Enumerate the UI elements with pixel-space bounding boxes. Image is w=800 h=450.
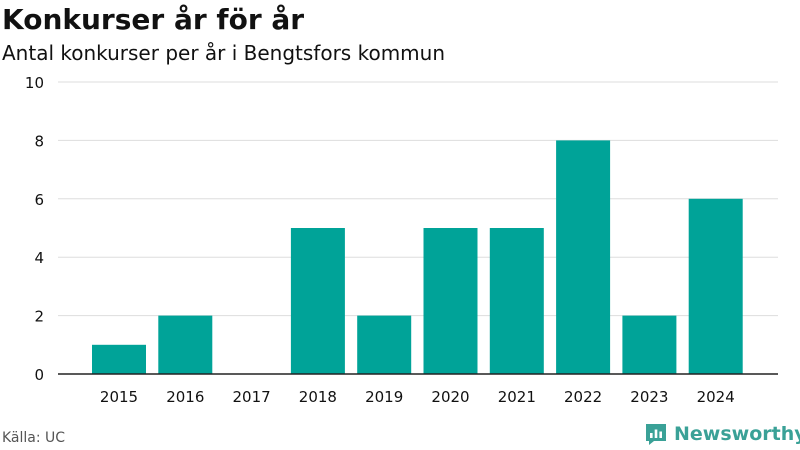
- x-tick-label: 2015: [100, 388, 138, 406]
- x-tick-label: 2020: [431, 388, 469, 406]
- x-tick-label: 2022: [564, 388, 602, 406]
- y-tick-label: 2: [34, 308, 44, 326]
- x-axis-tick-labels: 2015 2016 2017 2018 2019 2020 2021 2022 2023 2024: [100, 388, 735, 406]
- x-tick-label: 2019: [365, 388, 403, 406]
- x-tick-label: 2018: [299, 388, 337, 406]
- x-tick-label: 2023: [630, 388, 668, 406]
- x-tick-label: 2021: [498, 388, 536, 406]
- chart-title: Konkurser år för år: [2, 3, 305, 36]
- x-tick-label: 2024: [697, 388, 735, 406]
- bar: [290, 228, 345, 374]
- bars: [92, 140, 743, 374]
- bar: [357, 315, 412, 374]
- bar: [556, 140, 611, 374]
- source-note: Källa: UC: [2, 430, 66, 446]
- y-tick-label: 10: [25, 74, 44, 92]
- y-tick-label: 6: [34, 191, 44, 209]
- bar: [622, 315, 677, 374]
- brand-logo: Newsworthy: [644, 420, 800, 448]
- bar: [92, 344, 146, 374]
- bar: [423, 228, 478, 374]
- y-tick-label: 8: [34, 132, 44, 150]
- bar: [158, 315, 213, 374]
- brand-name: Newsworthy: [674, 423, 800, 445]
- y-axis-tick-labels: 0 2 4 6 8 10: [25, 74, 44, 384]
- bar: [489, 228, 544, 374]
- bar: [688, 198, 743, 374]
- chart-subtitle: Antal konkurser per år i Bengtsfors komm…: [2, 41, 446, 65]
- newsworthy-logo-icon: [646, 424, 666, 445]
- y-tick-label: 4: [34, 249, 44, 267]
- gridlines: [58, 81, 778, 317]
- x-tick-label: 2017: [233, 388, 271, 406]
- y-tick-label: 0: [34, 366, 44, 384]
- x-tick-label: 2016: [166, 388, 204, 406]
